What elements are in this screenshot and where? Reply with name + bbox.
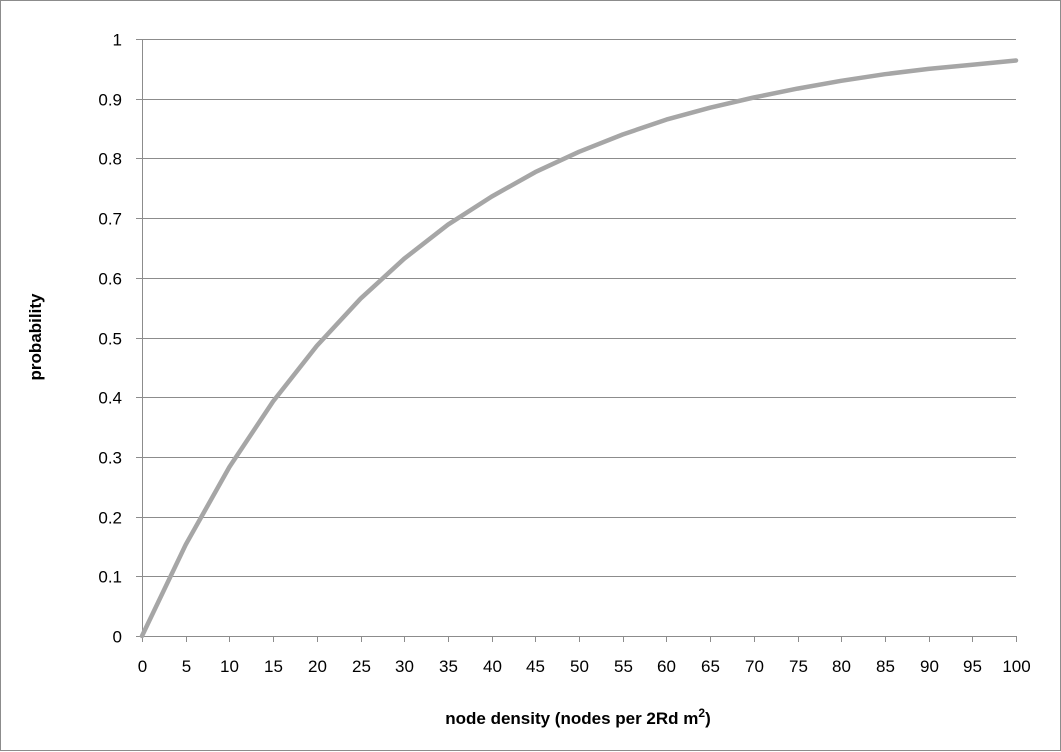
x-tick-label: 50 bbox=[570, 657, 589, 676]
series-group bbox=[139, 58, 1019, 639]
axes bbox=[136, 39, 1017, 642]
y-tick-label: 0.6 bbox=[98, 270, 122, 289]
x-tick-label: 65 bbox=[701, 657, 720, 676]
x-axis-title-suffix: ) bbox=[705, 709, 711, 728]
y-tick-labels: 0 0.1 0.2 0.3 0.4 0.5 0.6 0.7 0.8 0.9 1 bbox=[98, 31, 122, 647]
x-tick-label: 80 bbox=[832, 657, 851, 676]
x-tick-label: 40 bbox=[483, 657, 502, 676]
x-tick-label: 100 bbox=[1002, 657, 1030, 676]
x-tick-label: 45 bbox=[526, 657, 545, 676]
x-tick-label: 70 bbox=[745, 657, 764, 676]
x-tick-label: 0 bbox=[138, 657, 147, 676]
y-tick-label: 0.2 bbox=[98, 509, 122, 528]
y-tick-label: 0.1 bbox=[98, 568, 122, 587]
y-tick-label: 0.3 bbox=[98, 449, 122, 468]
x-tick-label: 30 bbox=[395, 657, 414, 676]
x-axis-title-superscript: 2 bbox=[698, 706, 705, 720]
x-tick-label: 95 bbox=[963, 657, 982, 676]
x-axis-title-main: node density (nodes per 2Rd m bbox=[445, 709, 698, 728]
x-tick-label: 20 bbox=[308, 657, 327, 676]
y-axis-title: probability bbox=[26, 293, 45, 380]
x-tick-label: 75 bbox=[789, 657, 808, 676]
x-tick-label: 60 bbox=[657, 657, 676, 676]
x-tick-label: 85 bbox=[876, 657, 895, 676]
x-tick-label: 15 bbox=[264, 657, 283, 676]
y-tick-label: 0 bbox=[113, 628, 122, 647]
x-tick-label: 25 bbox=[352, 657, 371, 676]
x-tick-label: 55 bbox=[614, 657, 633, 676]
y-tick-label: 0.9 bbox=[98, 91, 122, 110]
x-tick-label: 5 bbox=[182, 657, 191, 676]
y-tick-label: 0.5 bbox=[98, 330, 122, 349]
x-axis-title: node density (nodes per 2Rd m2) bbox=[445, 706, 711, 728]
x-tick-label: 35 bbox=[439, 657, 458, 676]
y-tick-label: 0.7 bbox=[98, 210, 122, 229]
y-tick-label: 0.4 bbox=[98, 389, 122, 408]
x-tick-labels: 0 5 10 15 20 25 30 35 40 45 50 55 60 65 70 75 80 85 90 95 10… bbox=[138, 657, 1031, 676]
gridlines bbox=[142, 39, 1016, 577]
x-tick-label: 10 bbox=[220, 657, 239, 676]
series-line bbox=[139, 58, 1019, 639]
x-tick-label: 90 bbox=[920, 657, 939, 676]
y-tick-label: 1 bbox=[113, 31, 122, 50]
y-tick-label: 0.8 bbox=[98, 150, 122, 169]
